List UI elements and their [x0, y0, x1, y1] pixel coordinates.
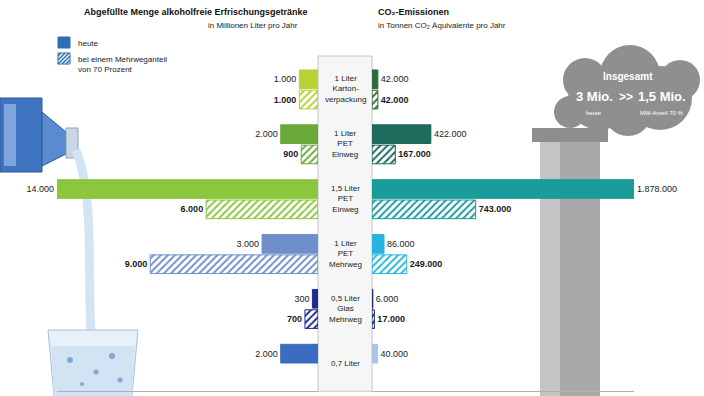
svg-text:1,5 LiterPETEinweg: 1,5 LiterPETEinweg	[331, 184, 360, 214]
svg-text:1.000: 1.000	[274, 95, 297, 105]
svg-text:0,5 LiterGlasMehrweg: 0,5 LiterGlasMehrweg	[329, 294, 362, 324]
svg-text:6.000: 6.000	[181, 204, 204, 214]
svg-text:40.000: 40.000	[381, 349, 409, 359]
svg-text:>>: >>	[619, 90, 633, 104]
svg-text:86.000: 86.000	[387, 239, 415, 249]
svg-text:700: 700	[287, 314, 302, 324]
svg-text:3 Mio.: 3 Mio.	[576, 89, 613, 104]
svg-text:42.000: 42.000	[381, 74, 409, 84]
svg-text:1,5 Mio.: 1,5 Mio.	[638, 89, 686, 104]
svg-text:9.000: 9.000	[125, 259, 148, 269]
svg-text:heute: heute	[78, 39, 99, 48]
svg-text:249.000: 249.000	[410, 259, 443, 269]
svg-text:1 LiterPETMehrweg: 1 LiterPETMehrweg	[329, 239, 362, 269]
svg-text:422.000: 422.000	[434, 129, 467, 139]
svg-text:300: 300	[294, 294, 309, 304]
svg-text:0,7 Liter: 0,7 Liter	[331, 359, 360, 368]
svg-text:2.000: 2.000	[255, 349, 278, 359]
svg-text:1.878.000: 1.878.000	[637, 184, 677, 194]
svg-text:CO₂-Emissionen: CO₂-Emissionen	[378, 7, 449, 17]
svg-text:1 LiterKarton-verpackung: 1 LiterKarton-verpackung	[325, 74, 366, 104]
svg-text:743.000: 743.000	[479, 204, 512, 214]
svg-text:6.000: 6.000	[376, 294, 399, 304]
svg-text:1 LiterPETEinweg: 1 LiterPETEinweg	[332, 129, 358, 159]
svg-text:heute: heute	[586, 110, 602, 116]
svg-text:1.000: 1.000	[274, 74, 297, 84]
svg-text:900: 900	[283, 149, 298, 159]
svg-text:17.000: 17.000	[377, 314, 405, 324]
svg-text:42.000: 42.000	[381, 95, 409, 105]
svg-text:in Millionen Liter pro Jahr: in Millionen Liter pro Jahr	[208, 21, 298, 30]
svg-text:MW-Anteil 70 %: MW-Anteil 70 %	[640, 110, 684, 116]
svg-text:14.000: 14.000	[26, 184, 54, 194]
svg-text:Abgefüllte Menge alkoholfreie: Abgefüllte Menge alkoholfreie Erfrischun…	[84, 7, 308, 17]
svg-text:bei einem Mehrweganteilvon 70: bei einem Mehrweganteilvon 70 Prozent	[78, 55, 167, 74]
svg-text:in Tonnen CO₂ Äquivalente pro: in Tonnen CO₂ Äquivalente pro Jahr	[378, 21, 506, 30]
svg-text:167.000: 167.000	[398, 149, 431, 159]
svg-text:Insgesamt: Insgesamt	[603, 71, 653, 82]
svg-text:2.000: 2.000	[255, 129, 278, 139]
svg-text:3.000: 3.000	[237, 239, 260, 249]
